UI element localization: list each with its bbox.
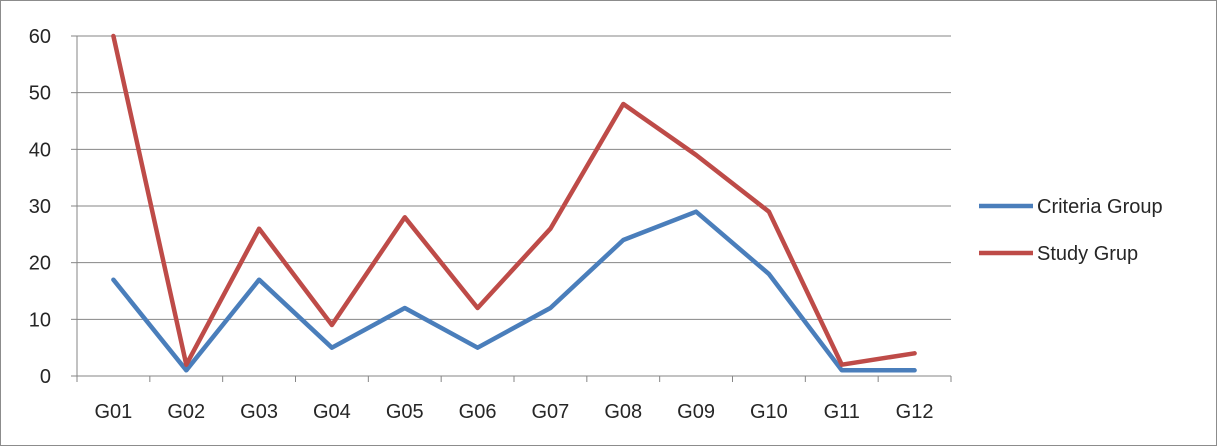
x-tick-label: G02 [167,401,205,423]
x-tick-label: G11 [824,401,860,423]
y-tick-label: 20 [29,253,51,275]
x-tick-label: G05 [386,401,424,423]
y-axis-tick-labels: 0 10 20 30 40 50 60 [29,26,51,388]
gridlines [71,35,951,377]
x-tick-label: G10 [750,401,788,423]
x-tick-label: G01 [95,401,133,423]
x-tick-label: G03 [240,401,278,423]
y-tick-label: 50 [29,83,51,105]
x-tick-label: G07 [532,401,570,423]
y-tick-label: 40 [29,139,51,161]
x-axis-tick-labels: G01 G02 G03 G04 G05 G06 G07 G08 G09 G10 G11 G12 [95,401,934,423]
y-tick-label: 30 [29,196,51,218]
series-line-0 [111,209,917,373]
y-tick-label: 10 [29,309,51,331]
y-tick-label: 60 [29,26,51,48]
y-tick-label: 0 [40,366,51,388]
legend-label: Criteria Group [1037,196,1163,218]
x-tick-label: G08 [604,401,642,423]
legend-label: Study Grup [1037,243,1138,265]
x-tick-label: G06 [459,401,497,423]
x-tick-label: G12 [896,401,934,423]
x-tick-label: G04 [313,401,351,423]
x-axis [76,36,952,382]
series-lines [111,33,917,373]
x-tick-label: G09 [677,401,715,423]
legend: Criteria Group Study Grup [979,196,1163,265]
series-line-1 [111,33,917,367]
